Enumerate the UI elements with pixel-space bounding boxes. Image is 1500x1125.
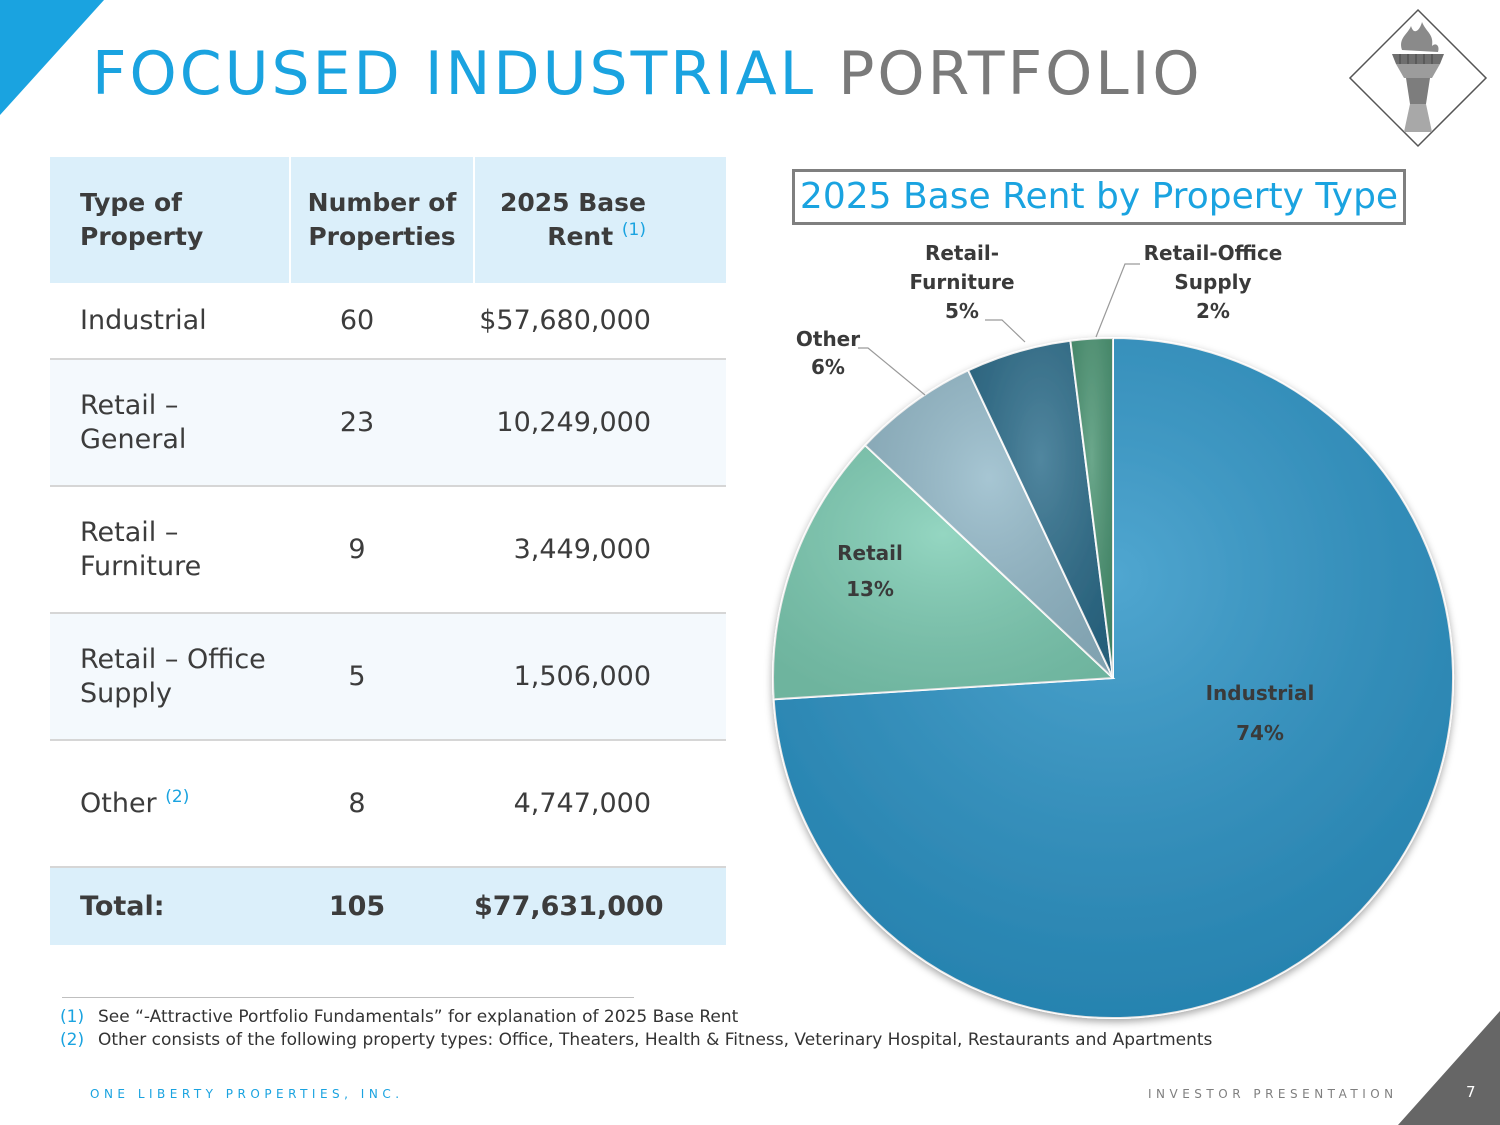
table-row: Other (2) 8 4,747,000 xyxy=(50,740,726,867)
pie-slice-shading xyxy=(968,340,1113,678)
chart-title: 2025 Base Rent by Property Type xyxy=(792,169,1406,225)
table-row: Industrial 60 $57,680,000 xyxy=(50,283,726,359)
data-label: Other 6% xyxy=(796,327,860,379)
row-rent: $57,680,000 xyxy=(479,304,651,336)
footnote-divider xyxy=(62,997,634,998)
row-type: Retail – Office Supply xyxy=(50,613,290,740)
data-label: Industrial 74% xyxy=(1206,681,1315,745)
footnote-number: (1) xyxy=(60,1007,85,1027)
row-count: 5 xyxy=(348,660,366,692)
row-type-label: Industrial xyxy=(80,304,207,336)
company-logo xyxy=(1348,8,1488,148)
footnote: (1) See “-Attractive Portfolio Fundament… xyxy=(60,1006,1340,1029)
row-type: Other (2) xyxy=(50,740,290,867)
table-total-row: Total: 105 $77,631,000 xyxy=(50,867,726,945)
corner-accent-top-left xyxy=(0,0,104,115)
row-count: 23 xyxy=(339,406,375,438)
header-rent: 2025 Base Rent (1) xyxy=(474,157,726,283)
row-type: Retail – General xyxy=(50,359,290,486)
page-number: 7 xyxy=(1466,1083,1476,1101)
table-row: Retail – General 23 10,249,000 xyxy=(50,359,726,486)
corner-accent-bottom-right xyxy=(1398,1011,1500,1125)
table-row: Retail – Furniture 9 3,449,000 xyxy=(50,486,726,613)
header-count: Number of Properties xyxy=(290,157,475,283)
pie-chart: Industrial 74% Retail 13% Other 6% Retail-Furn… xyxy=(772,241,1455,1019)
header-type: Type of Property xyxy=(50,157,291,283)
total-rent: $77,631,000 xyxy=(474,891,664,922)
data-label: Retail-Furniture 5% xyxy=(909,241,1014,323)
pie-slice-shading xyxy=(773,445,1113,700)
table-row: Retail – Office Supply 5 1,506,000 xyxy=(50,613,726,740)
row-type-label: Retail – Furniture xyxy=(80,516,202,582)
header-rent-note: (1) xyxy=(621,220,646,240)
footnote-text: Other consists of the following property… xyxy=(98,1030,1213,1050)
leader-line xyxy=(1095,263,1140,338)
row-rent: 1,506,000 xyxy=(513,660,651,692)
total-label: Total: xyxy=(80,891,165,922)
property-table: Type of Property Number of Properties 20… xyxy=(50,157,726,945)
header-rent-label: 2025 Base Rent xyxy=(499,188,646,251)
footer-deck-name: INVESTOR PRESENTATION xyxy=(1148,1087,1398,1101)
row-rent: 10,249,000 xyxy=(496,406,651,438)
data-label: Retail 13% xyxy=(837,541,903,601)
data-label: Retail-Office Supply 2% xyxy=(1144,241,1283,323)
statue-of-liberty-torch-icon xyxy=(1348,8,1488,148)
row-type: Industrial xyxy=(50,283,290,359)
leader-line xyxy=(858,347,926,396)
row-type-label: Retail – General xyxy=(80,389,187,455)
footer-company: ONE LIBERTY PROPERTIES, INC. xyxy=(90,1087,404,1101)
row-note: (2) xyxy=(165,786,190,807)
row-type-label: Other xyxy=(80,787,157,819)
pie-slice-shading xyxy=(1070,338,1113,678)
footnote-text: See “-Attractive Portfolio Fundamentals”… xyxy=(98,1007,739,1027)
footnotes: (1) See “-Attractive Portfolio Fundament… xyxy=(60,1006,1340,1052)
pie-slice-shading xyxy=(865,370,1113,678)
row-count: 8 xyxy=(348,787,366,819)
row-type-label: Retail – Office Supply xyxy=(80,643,266,709)
footnote-number: (2) xyxy=(60,1030,85,1050)
title-rest: PORTFOLIO xyxy=(838,39,1203,109)
footnote: (2) Other consists of the following prop… xyxy=(60,1029,1340,1052)
row-rent: 3,449,000 xyxy=(513,533,651,565)
row-count: 9 xyxy=(348,533,366,565)
leader-line xyxy=(985,319,1026,343)
row-count: 60 xyxy=(339,304,375,336)
table-header-row: Type of Property Number of Properties 20… xyxy=(50,157,726,283)
page-title: FOCUSED INDUSTRIAL PORTFOLIO xyxy=(92,36,1203,112)
total-count: 105 xyxy=(328,891,386,922)
title-accent: FOCUSED INDUSTRIAL xyxy=(92,39,817,109)
row-rent: 4,747,000 xyxy=(513,787,651,819)
row-type: Retail – Furniture xyxy=(50,486,290,613)
